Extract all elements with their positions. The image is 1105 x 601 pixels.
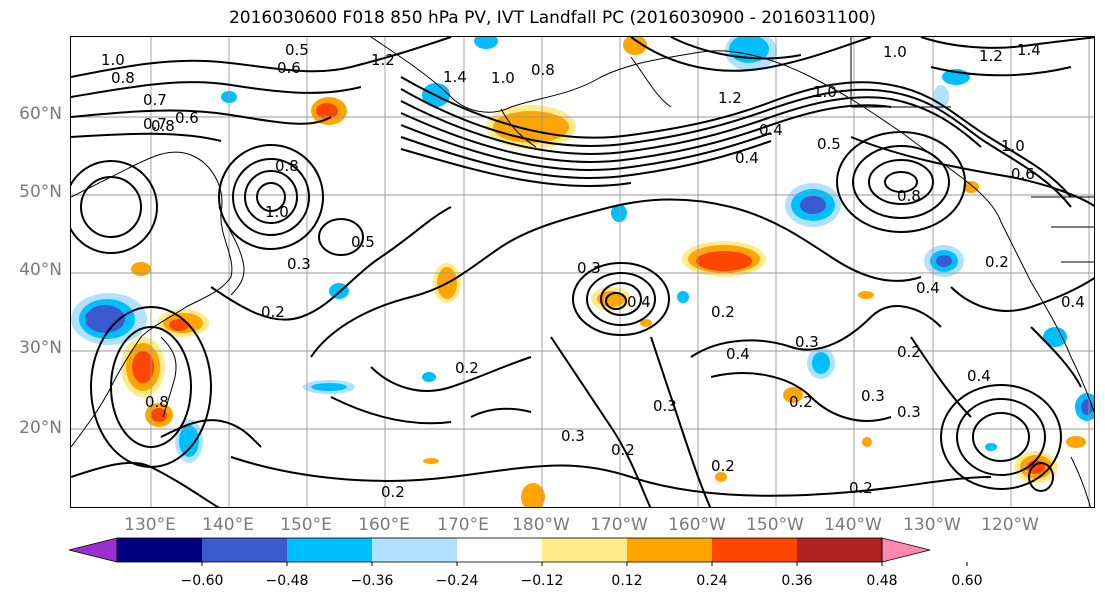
map-svg: 1.0 0.8 0.5 0.6 1.2 1.4 1.0 0.8 0.7 0.6 … — [71, 37, 1094, 507]
contour-label: 0.2 — [611, 441, 635, 459]
lon-label-160e: 160°E — [358, 515, 410, 535]
contour-label: 0.2 — [455, 359, 479, 377]
contour-label: 0.2 — [711, 303, 735, 321]
contour-label: 1.2 — [718, 89, 742, 107]
contour-label: 1.0 — [813, 83, 837, 101]
lon-label-130e: 130°E — [124, 515, 176, 535]
contour-label: 0.2 — [381, 483, 405, 501]
contour-label: 1.0 — [265, 203, 289, 221]
colorbar-arrow-low — [68, 537, 118, 563]
lat-label-60n: 60°N — [19, 104, 62, 124]
contour-label: 1.0 — [101, 51, 125, 69]
lon-label-140e: 140°E — [202, 515, 254, 535]
lon-label-130w: 130°W — [903, 515, 961, 535]
contour-label: 0.5 — [351, 233, 375, 251]
map-title: 2016030600 F018 850 hPa PV, IVT Landfall… — [228, 8, 876, 28]
contour-label: 0.4 — [627, 293, 651, 311]
lon-label-150e: 150°E — [280, 515, 332, 535]
contour-label: 0.2 — [261, 303, 285, 321]
contour-label: 0.6 — [175, 109, 199, 127]
colorbar-segment — [457, 538, 542, 562]
map-plot-area: 1.0 0.8 0.5 0.6 1.2 1.4 1.0 0.8 0.7 0.6 … — [70, 36, 1095, 508]
lon-label-160w: 160°W — [668, 515, 726, 535]
colorbar-tick-label: −0.60 — [180, 573, 224, 589]
contour-label: 0.5 — [285, 41, 309, 59]
contour-label: 0.3 — [795, 333, 819, 351]
colorbar-tick-label: 0.24 — [696, 573, 728, 589]
colorbar-tick-label: 0.60 — [951, 573, 983, 589]
colorbar-tick-label: 0.36 — [781, 573, 813, 589]
contour-label: 1.2 — [371, 51, 395, 69]
contour-label: 0.2 — [789, 393, 813, 411]
contour-label: 1.2 — [979, 47, 1003, 65]
contour-label: 0.8 — [897, 187, 921, 205]
contour-label: 0.3 — [287, 255, 311, 273]
contour-label: 0.4 — [726, 345, 750, 363]
lon-label-150w: 150°W — [746, 515, 804, 535]
contour-label: 0.5 — [817, 135, 841, 153]
colorbar-segment — [542, 538, 627, 562]
colorbar-segment — [287, 538, 372, 562]
colorbar-tick-label: −0.48 — [265, 573, 309, 589]
contour-label: 0.4 — [967, 367, 991, 385]
contour-labels: 1.0 0.8 0.5 0.6 1.2 1.4 1.0 0.8 0.7 0.6 … — [101, 41, 1085, 501]
coastlines — [71, 37, 1094, 507]
contour-label: 0.3 — [897, 403, 921, 421]
contour-label: 0.8 — [275, 157, 299, 175]
contour-label: 0.4 — [1061, 293, 1085, 311]
lat-label-50n: 50°N — [19, 182, 62, 202]
contour-label: 0.8 — [531, 61, 555, 79]
contour-label: 0.2 — [849, 479, 873, 497]
contour-label: 0.3 — [577, 259, 601, 277]
colorbar-segment — [712, 538, 797, 562]
contour-label: 0.8 — [145, 393, 169, 411]
colorbar-outline — [116, 537, 883, 563]
colorbar-tick-label: −0.12 — [520, 573, 564, 589]
lat-label-20n: 20°N — [19, 418, 62, 438]
pv-anomaly-shading — [71, 37, 1094, 507]
contour-label: 0.4 — [916, 279, 940, 297]
contour-label: 0.3 — [561, 427, 585, 445]
lon-label-180w: 180°W — [512, 515, 570, 535]
colorbar-segment — [372, 538, 457, 562]
colorbar-tick-label: −0.36 — [350, 573, 394, 589]
colorbar-segment — [627, 538, 712, 562]
contour-label: 0.3 — [653, 397, 677, 415]
lon-label-140w: 140°W — [824, 515, 882, 535]
contour-label: 0.6 — [277, 59, 301, 77]
contour-label: 0.7 — [143, 91, 167, 109]
contour-label: 0.2 — [985, 253, 1009, 271]
contour-label: 0.8 — [151, 117, 175, 135]
contour-label: 0.4 — [735, 149, 759, 167]
contour-label: 0.3 — [861, 387, 885, 405]
lon-label-120w: 120°W — [981, 515, 1039, 535]
contour-label: 1.0 — [883, 43, 907, 61]
lon-label-170w: 170°W — [590, 515, 648, 535]
colorbar-segment — [797, 538, 882, 562]
colorbar-tick-label: 0.12 — [611, 573, 643, 589]
lat-label-40n: 40°N — [19, 260, 62, 280]
contour-label: 0.6 — [1011, 165, 1035, 183]
contour-label: 0.4 — [759, 121, 783, 139]
colorbar-arrow-high — [881, 537, 931, 563]
contour-label: 1.0 — [1001, 137, 1025, 155]
colorbar-segments — [68, 537, 931, 563]
colorbar-tick-label: −0.24 — [435, 573, 479, 589]
colorbar-segment — [202, 538, 287, 562]
contour-label: 0.2 — [711, 457, 735, 475]
pv-contours — [71, 37, 1094, 507]
lat-label-30n: 30°N — [19, 338, 62, 358]
colorbar-ticks — [201, 562, 968, 566]
colorbar-tick-label: 0.48 — [866, 573, 898, 589]
contour-label: 0.8 — [111, 69, 135, 87]
contour-label: 1.4 — [443, 68, 467, 86]
contour-label: 0.7 — [143, 115, 167, 133]
contour-label: 1.0 — [491, 69, 515, 87]
contour-label: 0.2 — [897, 343, 921, 361]
contour-label: 1.4 — [1017, 41, 1041, 59]
lon-label-170e: 170°E — [437, 515, 489, 535]
colorbar-segment — [117, 538, 202, 562]
